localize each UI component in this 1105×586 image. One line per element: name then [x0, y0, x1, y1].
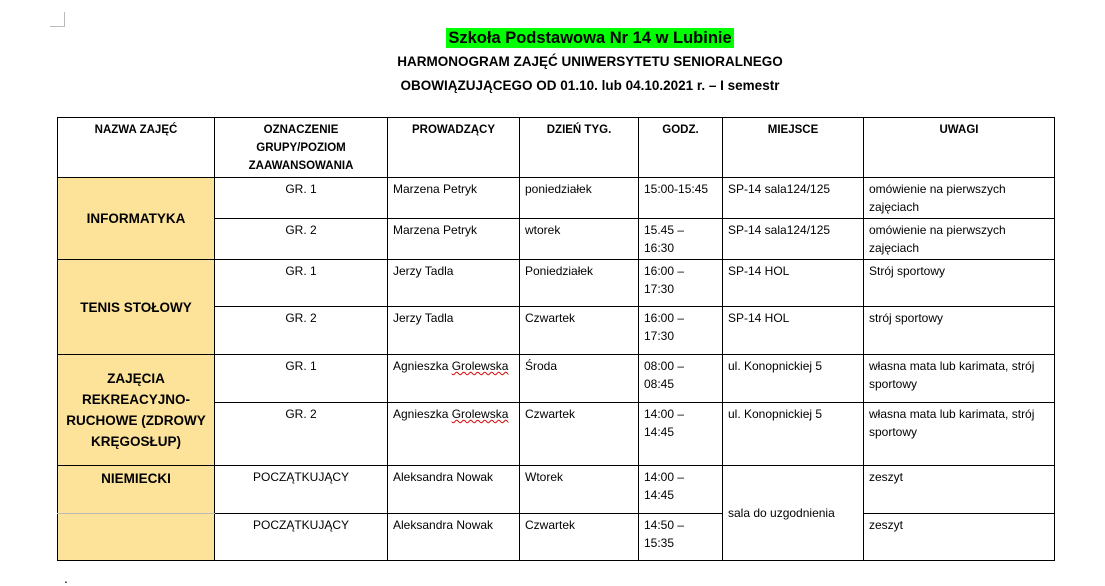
col-header-notes: UWAGI [863, 117, 1055, 178]
course-name: INFORMATYKA [57, 177, 215, 260]
col-header-place: MIEJSCE [722, 117, 864, 178]
group-cell: GR. 1 [214, 259, 388, 307]
day-cell: wtorek [519, 218, 639, 260]
table-row: POCZĄTKUJĄCY Aleksandra Nowak Czwartek 14:5… [57, 513, 1055, 561]
table-row: GR. 2 Agnieszka Grolewska Czwartek 14:00 – … [58, 402, 1055, 466]
teacher-cell: Aleksandra Nowak [387, 465, 520, 514]
footer-mark: . [64, 570, 68, 586]
spellcheck-underline: Grolewska [451, 359, 509, 373]
place-cell: ul. Konopnickiej 5 [722, 354, 864, 403]
table-row: TENIS STOŁOWY GR. 1 Jerzy Tadla Poniedziałe… [57, 259, 1055, 355]
notes-cell: omówienie na pierwszych zajęciach [863, 177, 1055, 219]
notes-cell: własna mata lub karimata, strój sportowy [863, 354, 1055, 403]
school-title: Szkoła Podstawowa Nr 14 w Lubinie [0, 28, 1105, 48]
group-cell: POCZĄTKUJĄCY [214, 465, 388, 514]
place-cell: SP-14 sala124/125 [722, 218, 864, 260]
teacher-cell: Jerzy Tadla [387, 306, 520, 355]
group-cell: GR. 1 [214, 177, 388, 219]
table-header-row: NAZWA ZAJĘĆ OZNACZENIE GRUPY/POZIOM ZAAW… [57, 117, 1055, 178]
col-header-teacher: PROWADZĄCY [387, 117, 520, 178]
table-row: NIEMIECKI POCZĄTKUJĄCY Aleksandra Nowak Wto… [57, 465, 1055, 561]
spellcheck-underline: Grolewska [451, 407, 509, 421]
day-cell: Czwartek [519, 513, 639, 561]
time-cell: 14:00 – 14:45 [638, 465, 723, 514]
notes-cell: zeszyt [863, 513, 1055, 561]
course-name-empty [57, 513, 215, 561]
place-cell: SP-14 sala124/125 [722, 177, 864, 219]
table-row: INFORMATYKA GR. 1 Marzena Petryk poniedział… [57, 177, 1055, 260]
col-header-day: DZIEŃ TYG. [519, 117, 639, 178]
school-title-text: Szkoła Podstawowa Nr 14 w Lubinie [446, 28, 734, 48]
place-cell: sala do uzgodnienia [722, 465, 864, 561]
schedule-title: HARMONOGRAM ZAJĘĆ UNIWERSYTETU SENIORALN… [397, 54, 783, 69]
schedule-subtitle: OBOWIĄZUJĄCEGO OD 01.10. lub 04.10.2021 … [400, 78, 780, 93]
time-cell: 16:00 – 17:30 [638, 306, 723, 355]
place-cell: SP-14 HOL [722, 306, 864, 355]
day-cell: Środa [519, 354, 639, 403]
teacher-cell: Agnieszka Grolewska [387, 354, 520, 403]
time-cell: 08:00 – 08:45 [638, 354, 723, 403]
day-cell: Wtorek [519, 465, 639, 514]
table-row: GR. 2 Jerzy Tadla Czwartek 16:00 – 17:30 SP… [58, 306, 1055, 355]
day-cell: Czwartek [519, 306, 639, 355]
teacher-cell: Marzena Petryk [387, 218, 520, 260]
teacher-cell: Jerzy Tadla [387, 259, 520, 307]
time-cell: 14:00 – 14:45 [638, 402, 723, 466]
group-cell: GR. 2 [214, 218, 388, 260]
teacher-cell: Aleksandra Nowak [387, 513, 520, 561]
day-cell: Czwartek [519, 402, 639, 466]
time-cell: 14:50 – 15:35 [638, 513, 723, 561]
day-cell: Poniedziałek [519, 259, 639, 307]
time-cell: 15:00-15:45 [638, 177, 723, 219]
group-cell: POCZĄTKUJĄCY [214, 513, 388, 561]
course-name: ZAJĘCIA REKREACYJNO-RUCHOWE (ZDROWY KRĘG… [57, 354, 215, 466]
notes-cell: własna mata lub karimata, strój sportowy [863, 402, 1055, 466]
teacher-cell: Agnieszka Grolewska [387, 402, 520, 466]
course-name: TENIS STOŁOWY [57, 259, 215, 355]
table-row: GR. 2 Marzena Petryk wtorek 15.45 – 16:30 S… [58, 218, 1055, 260]
col-header-group: OZNACZENIE GRUPY/POZIOM ZAAWANSOWANIA [214, 117, 388, 178]
day-cell: poniedziałek [519, 177, 639, 219]
col-header-time: GODZ. [638, 117, 723, 178]
teacher-cell: Marzena Petryk [387, 177, 520, 219]
table-row: ZAJĘCIA REKREACYJNO-RUCHOWE (ZDROWY KRĘG… [57, 354, 1055, 466]
page-corner-mark [50, 12, 65, 27]
course-name: NIEMIECKI [57, 465, 215, 514]
place-cell: ul. Konopnickiej 5 [722, 402, 864, 466]
notes-cell: strój sportowy [863, 306, 1055, 355]
place-cell: SP-14 HOL [722, 259, 864, 307]
col-header-name: NAZWA ZAJĘĆ [57, 117, 215, 178]
notes-cell: omówienie na pierwszych zajęciach [863, 218, 1055, 260]
group-cell: GR. 1 [214, 354, 388, 403]
time-cell: 16:00 – 17:30 [638, 259, 723, 307]
notes-cell: Strój sportowy [863, 259, 1055, 307]
time-cell: 15.45 – 16:30 [638, 218, 723, 260]
group-cell: GR. 2 [214, 306, 388, 355]
schedule-table: NAZWA ZAJĘĆ OZNACZENIE GRUPY/POZIOM ZAAW… [57, 117, 1055, 561]
group-cell: GR. 2 [214, 402, 388, 466]
notes-cell: zeszyt [863, 465, 1055, 514]
